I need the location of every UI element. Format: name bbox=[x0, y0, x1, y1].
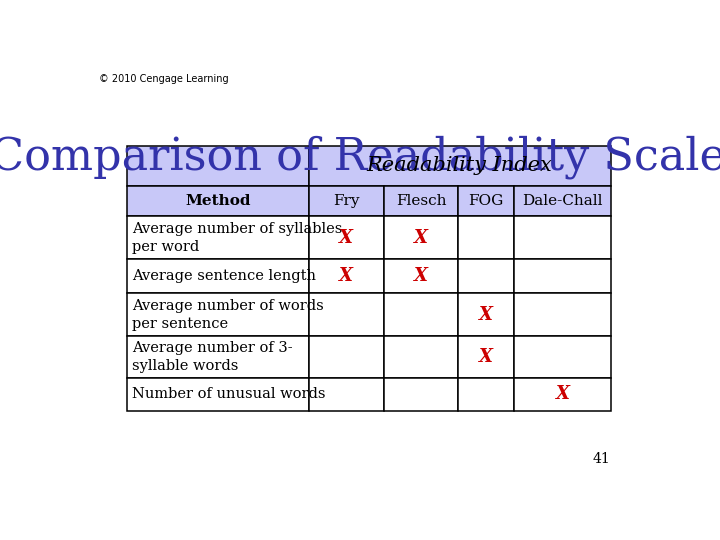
Bar bbox=[127, 378, 309, 410]
Text: X: X bbox=[339, 267, 353, 285]
Bar bbox=[514, 378, 611, 410]
Text: X: X bbox=[414, 267, 428, 285]
Bar bbox=[127, 336, 309, 378]
Bar bbox=[384, 259, 459, 294]
Text: Fry: Fry bbox=[333, 194, 359, 208]
Bar bbox=[384, 336, 459, 378]
Text: FOG: FOG bbox=[469, 194, 504, 208]
Bar bbox=[309, 186, 384, 217]
Bar bbox=[384, 378, 459, 410]
Bar bbox=[309, 259, 384, 294]
Text: X: X bbox=[480, 348, 493, 366]
Text: Average number of words
per sentence: Average number of words per sentence bbox=[132, 299, 323, 330]
Text: Average number of syllables
per word: Average number of syllables per word bbox=[132, 222, 342, 254]
Bar bbox=[514, 217, 611, 259]
Text: X: X bbox=[414, 228, 428, 247]
Bar bbox=[459, 259, 514, 294]
Text: Number of unusual words: Number of unusual words bbox=[132, 387, 325, 401]
Bar bbox=[459, 294, 514, 336]
Bar bbox=[127, 259, 309, 294]
Bar bbox=[514, 336, 611, 378]
Bar bbox=[127, 146, 309, 186]
Bar bbox=[514, 294, 611, 336]
Text: Average number of 3-
syllable words: Average number of 3- syllable words bbox=[132, 341, 292, 373]
Text: Flesch: Flesch bbox=[396, 194, 446, 208]
Bar bbox=[514, 186, 611, 217]
Bar bbox=[459, 186, 514, 217]
Bar bbox=[309, 378, 384, 410]
Text: X: X bbox=[480, 306, 493, 323]
Bar bbox=[309, 294, 384, 336]
Bar bbox=[309, 217, 384, 259]
Text: Average sentence length: Average sentence length bbox=[132, 269, 316, 283]
Bar bbox=[384, 294, 459, 336]
Text: Dale-Chall: Dale-Chall bbox=[522, 194, 603, 208]
Bar bbox=[127, 217, 309, 259]
Bar bbox=[309, 146, 611, 186]
Bar bbox=[459, 217, 514, 259]
Bar bbox=[384, 186, 459, 217]
Text: Method: Method bbox=[185, 194, 251, 208]
Text: Readability Index: Readability Index bbox=[366, 156, 552, 175]
Text: 41: 41 bbox=[593, 452, 611, 466]
Bar bbox=[459, 378, 514, 410]
Bar bbox=[384, 217, 459, 259]
Text: X: X bbox=[555, 386, 570, 403]
Text: Comparison of Readability Scales: Comparison of Readability Scales bbox=[0, 136, 720, 179]
Bar bbox=[514, 259, 611, 294]
Bar bbox=[127, 294, 309, 336]
Text: X: X bbox=[339, 228, 353, 247]
Bar bbox=[309, 336, 384, 378]
Text: © 2010 Cengage Learning: © 2010 Cengage Learning bbox=[99, 74, 229, 84]
Bar bbox=[127, 186, 309, 217]
Bar bbox=[459, 336, 514, 378]
